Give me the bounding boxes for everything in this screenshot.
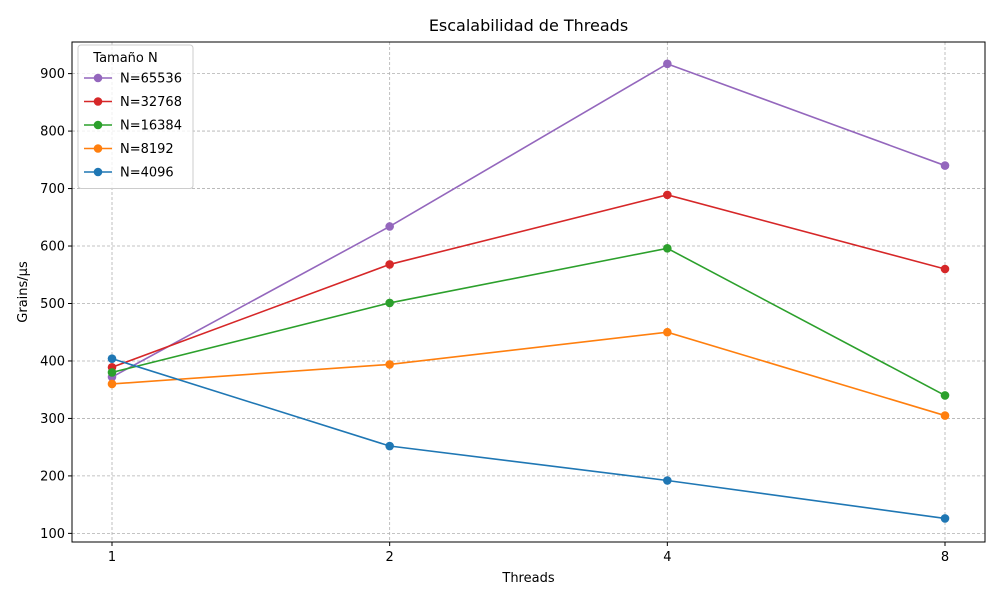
legend-item: N=8192 [84,142,174,157]
legend-swatch-marker [93,120,103,130]
data-point [385,360,394,369]
series-line [111,62,946,378]
data-point [940,514,950,523]
legend-swatch-marker [93,97,103,106]
x-axis-label: Threads [501,571,554,586]
series-N=8192 [107,327,950,420]
series-N=4096 [107,354,950,523]
legend: Tamaño N N=65536 N=32768 N=16384 N=8192 N=40… [77,44,194,189]
data-point [107,368,117,377]
legend-swatch-marker [93,144,103,153]
series-N=16384 [107,244,950,400]
data-point [385,441,394,451]
x-tick-label: 8 [941,550,949,565]
data-point [940,264,950,274]
chart-title: Escalabilidad de Threads [429,16,628,35]
y-tick-label: 600 [40,240,65,255]
grid [72,42,985,542]
data-point [385,260,394,269]
y-tick-label: 100 [40,527,65,542]
legend-swatch-marker [93,73,103,83]
y-tick-label: 700 [40,182,65,197]
legend-item: N=65536 [84,72,182,87]
series-line [111,331,946,417]
legend-label: N=8192 [120,142,174,157]
legend-items: N=65536 N=32768 N=16384 N=8192 N=4096 [84,72,182,181]
data-point [663,327,672,337]
y-tick-label: 900 [40,67,65,82]
legend-item: N=4096 [84,166,174,181]
x-tick-label: 4 [663,550,671,565]
x-tick-label: 1 [108,550,116,565]
legend-label: N=32768 [120,95,182,110]
series-line [111,357,946,520]
y-tick-label: 300 [40,412,65,427]
series-line [111,194,946,369]
legend-swatch-marker [93,167,103,177]
y-tick-label: 200 [40,469,65,484]
series-N=65536 [107,59,950,382]
data-point [107,354,117,363]
data-point [385,222,394,231]
legend-box [77,44,194,189]
data-point [940,411,950,420]
data-point [663,190,672,200]
x-tick-label: 2 [386,550,394,565]
data-point [107,379,117,389]
data-point [385,298,394,308]
series-layer [107,59,950,523]
y-tick-label: 800 [40,125,65,140]
legend-item: N=32768 [84,95,182,110]
data-point [663,59,672,69]
legend-label: N=65536 [120,72,182,87]
legend-label: N=16384 [120,119,182,134]
legend-item: N=16384 [84,119,182,134]
data-point [940,391,950,400]
data-point [663,476,672,485]
legend-label: N=4096 [120,166,174,181]
data-point [663,244,672,253]
series-line [111,247,946,397]
plot-frame [71,41,986,543]
axis-ticks: 1 2 4 8 100 200 300 400 500 600 700 800 900 [40,67,949,565]
series-N=32768 [107,190,950,372]
y-axis-label: Grains/µs [16,261,31,323]
legend-title: Tamaño N [92,51,157,66]
data-point [940,161,950,170]
y-tick-label: 500 [40,297,65,312]
y-tick-label: 400 [40,354,65,369]
